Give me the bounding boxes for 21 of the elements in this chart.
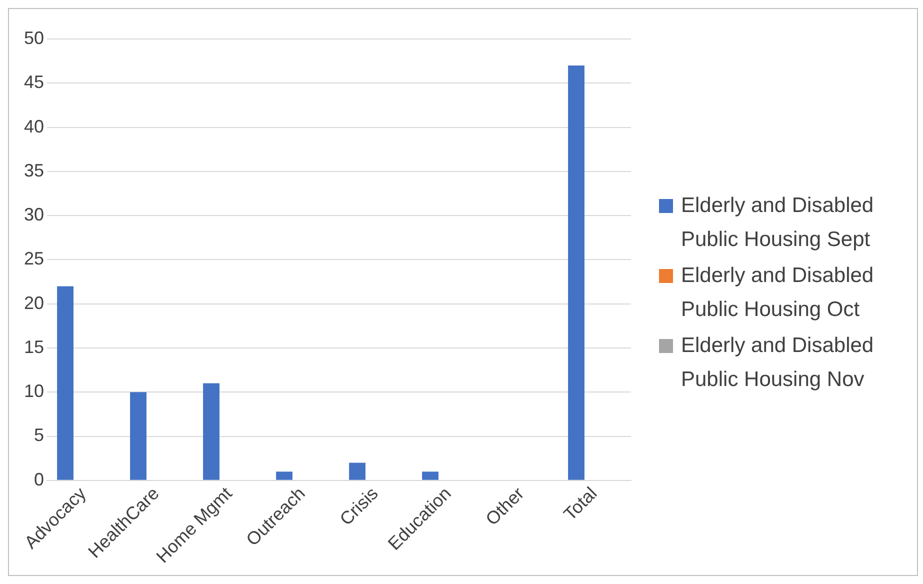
y-tick-label: 0 [34, 469, 44, 490]
legend-label: Elderly and Disabled Public Housing Nov [681, 333, 875, 393]
legend-label: Elderly and Disabled Public Housing Oct [681, 263, 875, 323]
bar [349, 462, 366, 480]
y-tick-label: 40 [24, 116, 44, 136]
y-tick-label: 50 [24, 28, 44, 48]
bar [203, 383, 220, 480]
y-tick-label: 10 [24, 381, 44, 402]
y-tick-label: 30 [24, 204, 44, 225]
bar [568, 65, 584, 480]
y-tick-label: 20 [24, 292, 44, 313]
bar [422, 472, 438, 480]
y-tick-label: 15 [24, 336, 44, 357]
y-tick-label: 45 [24, 72, 44, 92]
bar [276, 472, 292, 480]
y-tick-label: 25 [24, 248, 44, 269]
y-tick-label: 5 [34, 425, 44, 446]
legend-label: Elderly and Disabled Public Housing Sept [681, 193, 875, 253]
y-tick-label: 35 [24, 160, 44, 180]
bar [130, 392, 146, 480]
bar [57, 286, 74, 480]
